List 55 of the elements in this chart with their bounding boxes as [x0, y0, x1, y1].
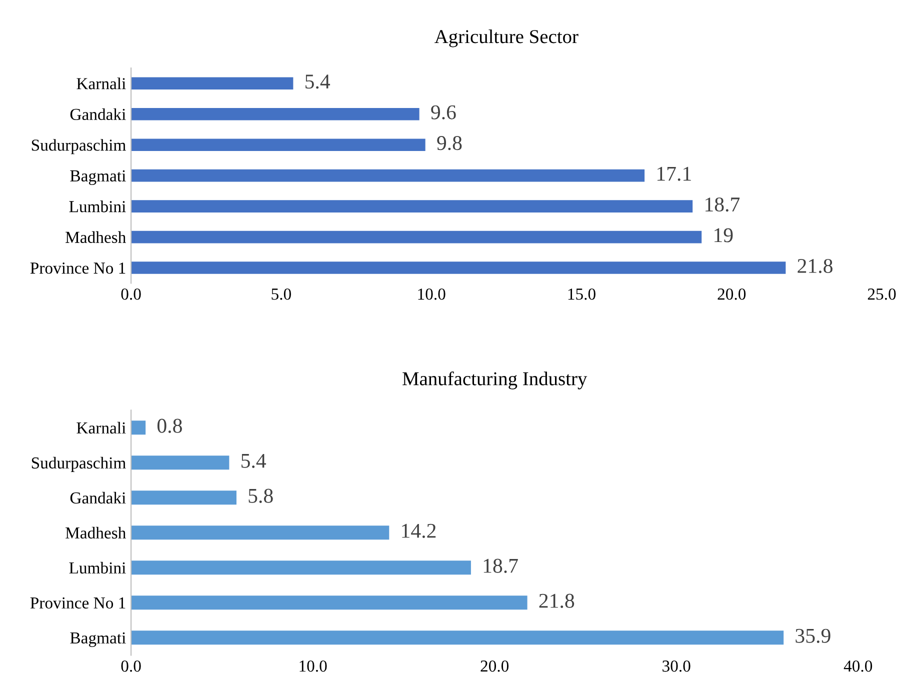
bar	[131, 596, 528, 610]
bar	[131, 108, 420, 120]
bar	[131, 560, 471, 575]
y-tick-label: Madhesh	[66, 231, 126, 243]
x-tick-label: 10.0	[418, 288, 446, 300]
x-tick-label: 5.0	[272, 288, 291, 300]
bar	[131, 490, 236, 505]
y-tick-label: Lumbini	[69, 200, 126, 212]
data-label: 21.8	[539, 594, 574, 608]
x-tick-label: 0.0	[121, 288, 141, 300]
y-tick-label: Lumbini	[69, 562, 126, 574]
data-label: 17.1	[657, 166, 691, 181]
chart-title: Agriculture Sector	[434, 30, 578, 48]
x-tick-label: 30.0	[662, 660, 690, 672]
x-tick-label: 40.0	[844, 660, 872, 672]
x-tick-label: 25.0	[868, 288, 896, 300]
y-tick-label: Sudurpaschim	[32, 139, 126, 154]
data-label: 5.4	[242, 454, 266, 468]
x-tick-label: 20.0	[480, 660, 509, 672]
bar	[131, 230, 702, 244]
bar	[131, 630, 784, 645]
data-label: 21.8	[798, 258, 832, 274]
x-tick-label: 20.0	[718, 288, 746, 300]
bar	[131, 262, 786, 274]
bar	[131, 138, 426, 151]
data-label: 0.8	[157, 418, 182, 433]
y-tick-label: Sudurpaschim	[32, 456, 126, 472]
data-label: 18.7	[706, 197, 740, 212]
data-label: 9.8	[437, 136, 462, 150]
chart-title: Manufacturing Industry	[402, 371, 588, 390]
y-tick-label: Madhesh	[66, 526, 126, 539]
bar	[131, 200, 693, 212]
bar	[131, 420, 146, 435]
y-tick-label: Bagmati	[70, 170, 126, 185]
x-tick-label: 0.0	[121, 660, 141, 672]
data-label: 18.7	[484, 558, 518, 573]
data-label: 9.6	[431, 105, 456, 120]
y-tick-label: Province No 1	[30, 597, 126, 609]
x-tick-label: 10.0	[300, 660, 327, 672]
bar	[131, 169, 645, 182]
bar	[131, 77, 294, 90]
y-tick-label: Gandaki	[70, 492, 126, 504]
x-tick-label: 15.0	[568, 288, 596, 300]
y-tick-label: Bagmati	[70, 632, 126, 647]
bar	[131, 456, 230, 470]
y-tick-label: Gandaki	[70, 108, 126, 120]
data-label: 5.8	[248, 488, 273, 503]
y-tick-label: Karnali	[76, 78, 126, 90]
data-label: 5.4	[306, 74, 330, 89]
y-tick-label: Province No 1	[30, 262, 126, 274]
bar	[131, 526, 390, 540]
data-label: 14.2	[402, 524, 436, 538]
data-label: 19	[714, 228, 733, 242]
data-label: 35.9	[796, 628, 830, 643]
y-tick-label: Karnali	[76, 422, 126, 434]
